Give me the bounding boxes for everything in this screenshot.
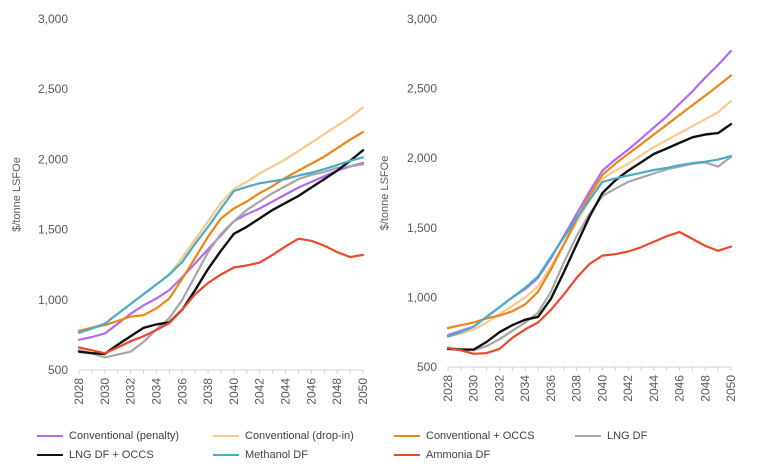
- x-tick-label: 2028: [72, 378, 86, 405]
- series-line-conventional-occs: [446, 74, 733, 330]
- x-tick-label: 2030: [467, 375, 481, 402]
- x-tick-label: 2046: [304, 378, 318, 405]
- x-tick-label: 2032: [492, 375, 506, 402]
- y-tick-label: 500: [48, 363, 68, 377]
- series-line-methanol-df: [446, 155, 733, 338]
- series-line-conventional-occs: [77, 130, 365, 332]
- series-line-ammonia-df: [446, 230, 733, 355]
- y-tick-label: 2,500: [38, 82, 68, 96]
- x-tick-label: 2048: [698, 375, 712, 402]
- x-tick-label: 2046: [673, 375, 687, 402]
- y-tick-label: 1,000: [38, 293, 68, 307]
- x-tick-label: 2036: [544, 375, 558, 402]
- x-tick-label: 2040: [227, 378, 241, 405]
- x-tick-label: 2034: [518, 375, 532, 402]
- chart-right: 500 1,000 1,500 2,000 2,500 3,000 $/tonne LSFO…: [379, 12, 738, 402]
- x-tick-label: 2032: [124, 378, 138, 405]
- x-tick-label: 2040: [595, 375, 609, 402]
- y-tick-label: 1,000: [407, 290, 437, 304]
- series-line-lng-df: [77, 163, 365, 359]
- x-tick-label: 2044: [279, 378, 293, 405]
- x-tick-label: 2038: [201, 378, 215, 405]
- y-tick-label: 500: [417, 360, 437, 374]
- y-tick-label: 2,000: [38, 152, 68, 166]
- y-tick-label: 1,500: [407, 221, 437, 235]
- y-tick-label: 2,500: [407, 82, 437, 96]
- series-line-conventional-penalty: [446, 49, 733, 337]
- series-line-lng-df: [446, 155, 733, 352]
- x-tick-label: 2050: [356, 378, 370, 405]
- x-tick-label: 2030: [98, 378, 112, 405]
- x-tick-label: 2036: [175, 378, 189, 405]
- chart-left: 500 1,000 1,500 2,000 2,500 3,000 $/tonne LSFO…: [11, 12, 370, 405]
- series-line-lng-df-occs: [446, 122, 733, 351]
- y-tick-label: 3,000: [407, 12, 437, 26]
- series-line-methanol-df: [77, 156, 365, 334]
- y-tick-label: 2,000: [407, 151, 437, 165]
- series-line-ammonia-df: [77, 237, 365, 355]
- x-tick-label: 2038: [570, 375, 584, 402]
- x-tick-label: 2042: [621, 375, 635, 402]
- x-tick-label: 2028: [441, 375, 455, 402]
- y-tick-label: 1,500: [38, 223, 68, 237]
- y-axis-title: $/tonne LSFOe: [11, 157, 23, 232]
- x-tick-label: 2050: [724, 375, 738, 402]
- y-tick-label: 3,000: [38, 12, 68, 26]
- x-tick-label: 2048: [330, 378, 344, 405]
- y-axis-title: $/tonne LSFOe: [379, 156, 391, 231]
- series-line-lng-df-occs: [77, 149, 365, 356]
- x-tick-label: 2042: [253, 378, 267, 405]
- x-tick-label: 2044: [647, 375, 661, 402]
- x-tick-label: 2034: [149, 378, 163, 405]
